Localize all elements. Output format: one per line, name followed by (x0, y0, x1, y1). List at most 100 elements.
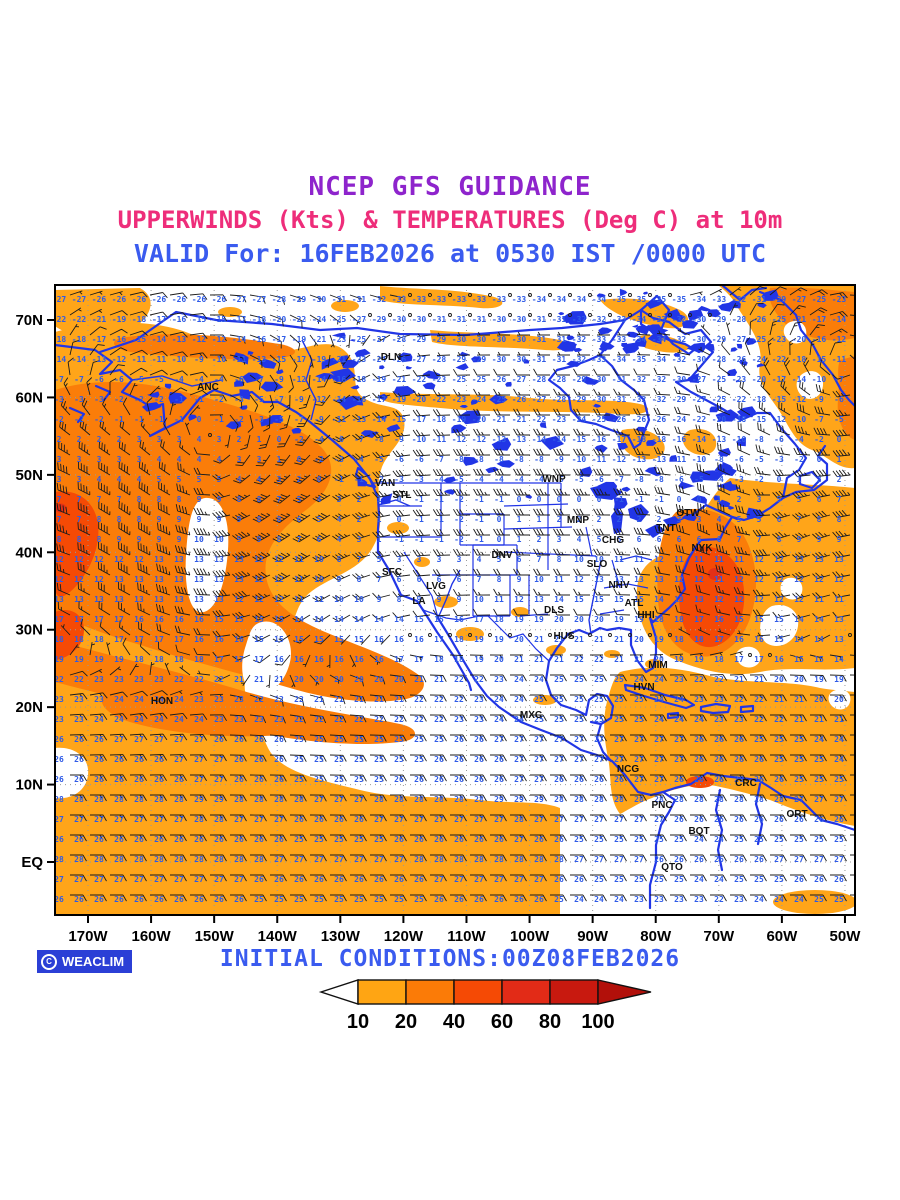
svg-text:13: 13 (234, 555, 244, 564)
svg-text:19: 19 (114, 655, 124, 664)
svg-text:22: 22 (74, 675, 84, 684)
svg-text:-32: -32 (572, 315, 587, 324)
svg-text:27: 27 (794, 855, 804, 864)
svg-text:16: 16 (334, 655, 344, 664)
svg-text:10: 10 (314, 575, 324, 584)
svg-text:26: 26 (834, 875, 844, 884)
svg-text:25: 25 (314, 775, 324, 784)
svg-text:-4: -4 (534, 475, 544, 484)
svg-text:15: 15 (814, 655, 824, 664)
svg-text:17: 17 (254, 655, 264, 664)
svg-text:27: 27 (194, 775, 204, 784)
svg-text:20: 20 (354, 675, 364, 684)
svg-text:-31: -31 (452, 315, 467, 324)
svg-text:25: 25 (294, 835, 304, 844)
svg-text:-1: -1 (414, 495, 424, 504)
svg-text:8: 8 (97, 515, 102, 524)
rivers-layer (131, 339, 695, 635)
svg-text:-10: -10 (812, 375, 827, 384)
svg-text:25: 25 (414, 735, 424, 744)
svg-text:16: 16 (314, 655, 324, 664)
svg-text:26: 26 (74, 755, 84, 764)
svg-text:6: 6 (517, 555, 522, 564)
svg-text:26: 26 (114, 775, 124, 784)
svg-text:27: 27 (94, 875, 104, 884)
svg-text:15: 15 (794, 655, 804, 664)
city-label-nyk: NYK (691, 543, 713, 554)
svg-text:-28: -28 (432, 355, 447, 364)
lon-tick-label: 110W (447, 928, 486, 945)
svg-text:-20: -20 (752, 375, 767, 384)
svg-text:-22: -22 (52, 315, 67, 324)
city-label-slo: SLO (587, 559, 608, 570)
svg-text:26: 26 (434, 755, 444, 764)
svg-text:27: 27 (514, 735, 524, 744)
svg-text:25: 25 (634, 875, 644, 884)
svg-text:10: 10 (214, 535, 224, 544)
svg-text:26: 26 (374, 875, 384, 884)
svg-text:2: 2 (237, 435, 242, 444)
svg-text:25: 25 (574, 715, 584, 724)
city-label-la: LA (412, 596, 425, 607)
svg-text:9: 9 (217, 515, 222, 524)
svg-text:13: 13 (74, 595, 84, 604)
svg-text:28: 28 (234, 855, 244, 864)
svg-text:16: 16 (454, 615, 464, 624)
svg-text:-31: -31 (352, 295, 367, 304)
svg-text:21: 21 (734, 675, 744, 684)
svg-text:-28: -28 (272, 295, 287, 304)
svg-text:26: 26 (774, 815, 784, 824)
svg-text:22: 22 (434, 715, 444, 724)
svg-text:-2: -2 (234, 415, 244, 424)
svg-text:25: 25 (774, 875, 784, 884)
svg-text:23: 23 (214, 695, 224, 704)
svg-text:26: 26 (194, 835, 204, 844)
svg-text:25: 25 (794, 775, 804, 784)
svg-text:8: 8 (237, 495, 242, 504)
svg-text:25: 25 (374, 835, 384, 844)
svg-text:13: 13 (174, 595, 184, 604)
svg-text:4: 4 (337, 515, 342, 524)
svg-text:-2: -2 (214, 395, 224, 404)
svg-text:-34: -34 (572, 295, 587, 304)
svg-text:3: 3 (337, 495, 342, 504)
svg-text:22: 22 (414, 715, 424, 724)
svg-text:9: 9 (797, 535, 802, 544)
svg-text:25: 25 (334, 755, 344, 764)
svg-text:-5: -5 (454, 475, 464, 484)
svg-text:-26: -26 (652, 415, 667, 424)
svg-text:27: 27 (534, 735, 544, 744)
svg-text:-26: -26 (392, 355, 407, 364)
svg-text:28: 28 (254, 855, 264, 864)
svg-text:26: 26 (254, 755, 264, 764)
svg-text:-32: -32 (672, 335, 687, 344)
svg-text:26: 26 (414, 875, 424, 884)
svg-text:28: 28 (634, 795, 644, 804)
lat-tick-label: 10N (15, 777, 43, 794)
svg-text:-19: -19 (292, 335, 307, 344)
svg-text:-30: -30 (492, 315, 507, 324)
svg-text:18: 18 (494, 615, 504, 624)
svg-text:25: 25 (754, 835, 764, 844)
svg-text:27: 27 (634, 855, 644, 864)
svg-text:29: 29 (494, 795, 504, 804)
svg-text:21: 21 (814, 715, 824, 724)
svg-text:28: 28 (674, 795, 684, 804)
lat-tick-label: 40N (15, 544, 43, 561)
svg-text:24: 24 (534, 675, 544, 684)
svg-text:-33: -33 (432, 295, 447, 304)
svg-text:2: 2 (57, 435, 62, 444)
svg-text:-7: -7 (354, 435, 364, 444)
svg-text:26: 26 (94, 755, 104, 764)
svg-text:28: 28 (774, 795, 784, 804)
svg-text:27: 27 (234, 875, 244, 884)
svg-text:13: 13 (174, 555, 184, 564)
svg-text:-14: -14 (312, 375, 327, 384)
svg-text:26: 26 (74, 835, 84, 844)
svg-text:-2: -2 (454, 495, 464, 504)
svg-text:26: 26 (654, 855, 664, 864)
svg-text:-22: -22 (772, 355, 787, 364)
svg-text:26: 26 (54, 895, 64, 904)
svg-text:6: 6 (437, 575, 442, 584)
svg-text:-27: -27 (232, 295, 247, 304)
